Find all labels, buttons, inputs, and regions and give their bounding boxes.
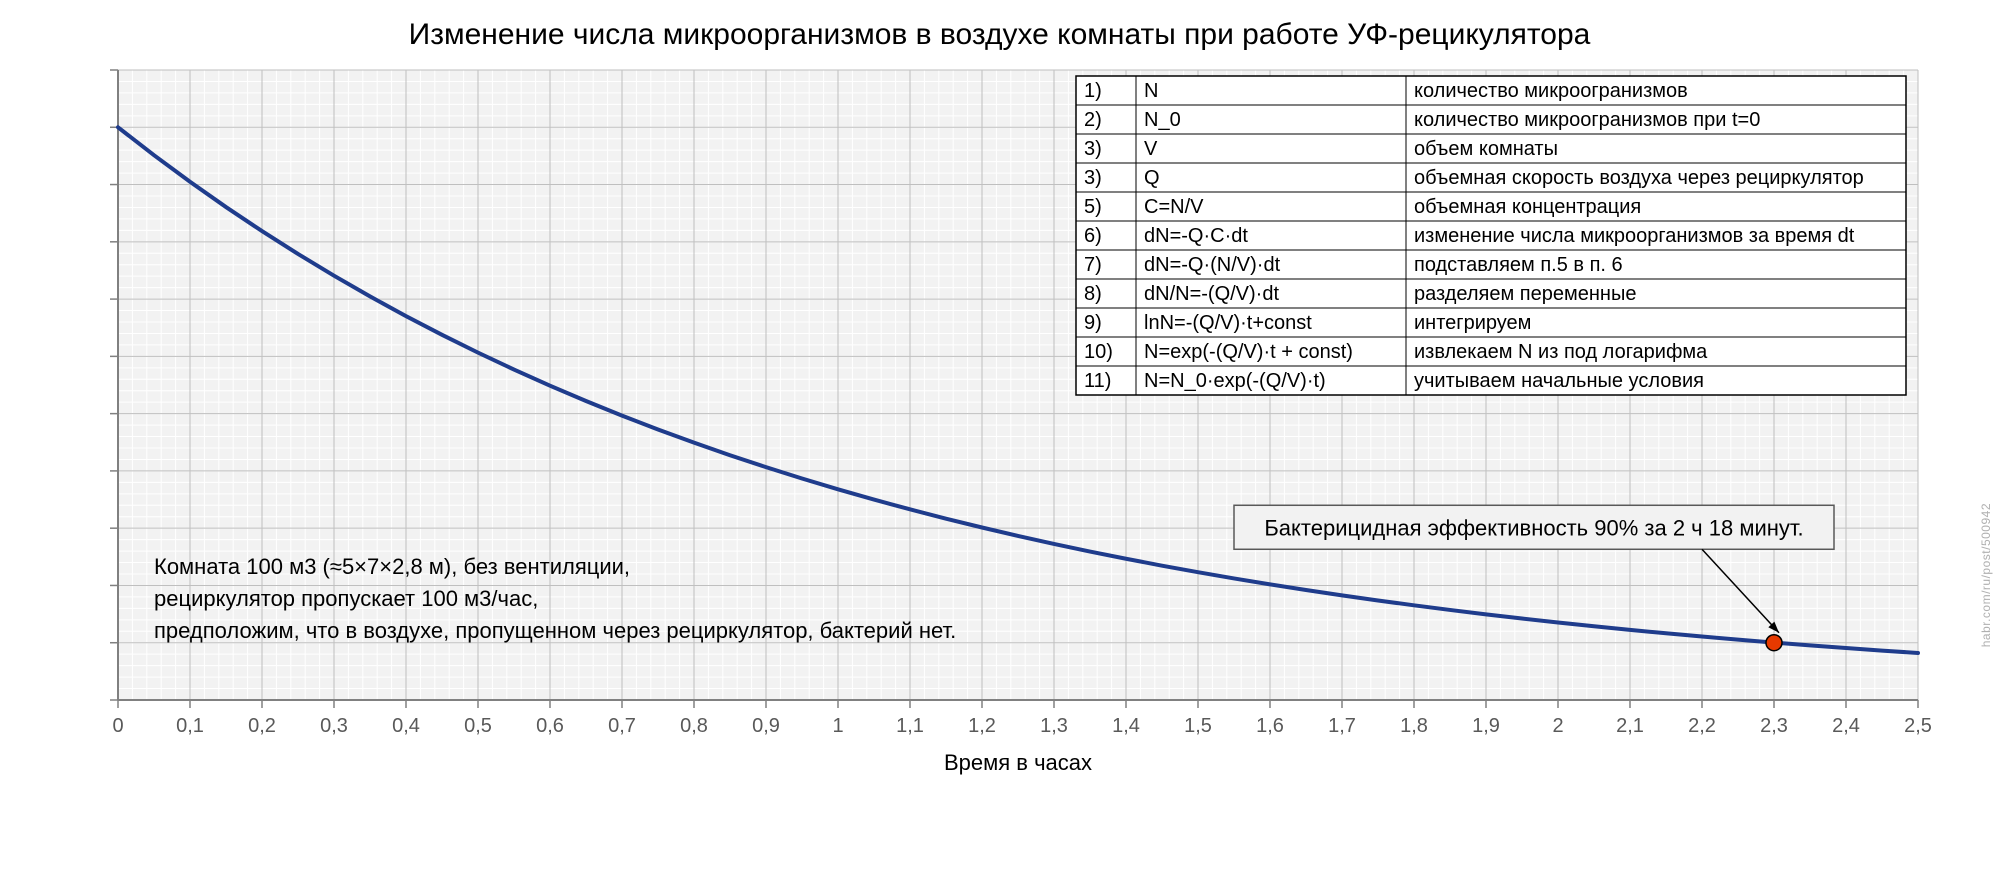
legend-cell: C=N/V bbox=[1144, 196, 1204, 218]
legend-cell: 8) bbox=[1084, 283, 1102, 305]
chart-svg: 0 0,1 0,2 0,3 0,4 0,5 0,6 0,7 0,8 0,9 1 1,1 1,2 1,3 1,… bbox=[108, 60, 1948, 780]
x-tick-label: 0,3 bbox=[320, 715, 348, 737]
legend-cell: N=exp(-(Q/V)·t + const) bbox=[1144, 341, 1353, 363]
marker-point bbox=[1766, 635, 1782, 651]
x-tick-label: 0,6 bbox=[536, 715, 564, 737]
source-watermark: habr.com/ru/post/500942 bbox=[1979, 503, 1993, 647]
x-tick-label: 0,7 bbox=[608, 715, 636, 737]
legend-cell: 3) bbox=[1084, 138, 1102, 160]
legend-cell: N_0 bbox=[1144, 109, 1181, 131]
legend-cell: N=N_0·exp(-(Q/V)·t) bbox=[1144, 370, 1326, 392]
legend-cell: Q bbox=[1144, 167, 1160, 189]
x-tick-label: 1,6 bbox=[1256, 715, 1284, 737]
x-tick-label: 0,8 bbox=[680, 715, 708, 737]
description-line: предположим, что в воздухе, пропущенном … bbox=[154, 618, 956, 643]
x-tick-label: 1,5 bbox=[1184, 715, 1212, 737]
legend-cell: учитываем начальные условия bbox=[1414, 370, 1704, 392]
chart-title: Изменение числа микроорганизмов в воздух… bbox=[0, 18, 1999, 52]
x-tick-label: 2,5 bbox=[1904, 715, 1932, 737]
description-line: Комната 100 м3 (≈5×7×2,8 м), без вентиля… bbox=[154, 554, 630, 579]
legend-cell: объем комнаты bbox=[1414, 138, 1558, 160]
legend-cell: 9) bbox=[1084, 312, 1102, 334]
x-tick-label: 1,2 bbox=[968, 715, 996, 737]
legend-cell: извлекаем N из под логарифма bbox=[1414, 341, 1708, 363]
x-tick-label: 2,4 bbox=[1832, 715, 1860, 737]
legend-cell: lnN=-(Q/V)·t+const bbox=[1144, 312, 1312, 334]
chart-area: 0 0,1 0,2 0,3 0,4 0,5 0,6 0,7 0,8 0,9 1 1,1 1,2 1,3 1,… bbox=[108, 60, 1948, 780]
legend-cell: количество микроогранизмов bbox=[1414, 80, 1688, 102]
legend-cell: dN/N=-(Q/V)·dt bbox=[1144, 283, 1279, 305]
x-tick-label: 0,1 bbox=[176, 715, 204, 737]
legend-cell: 7) bbox=[1084, 254, 1102, 276]
x-tick-label: 1,7 bbox=[1328, 715, 1356, 737]
legend-cell: разделяем переменные bbox=[1414, 283, 1636, 305]
x-tick-label: 0,9 bbox=[752, 715, 780, 737]
legend-cell: V bbox=[1144, 138, 1158, 160]
legend-cell: 5) bbox=[1084, 196, 1102, 218]
legend-cell: 3) bbox=[1084, 167, 1102, 189]
legend-cell: объемная концентрация bbox=[1414, 196, 1641, 218]
x-tick-label: 1,3 bbox=[1040, 715, 1068, 737]
legend-cell: 11) bbox=[1084, 370, 1111, 392]
legend-cell: 2) bbox=[1084, 109, 1102, 131]
description-line: рециркулятор пропускает 100 м3/час, bbox=[154, 586, 538, 611]
x-tick-label: 2,1 bbox=[1616, 715, 1644, 737]
legend-cell: N bbox=[1144, 80, 1158, 102]
legend-cell: dN=-Q·(N/V)·dt bbox=[1144, 254, 1281, 276]
x-tick-label: 1,4 bbox=[1112, 715, 1140, 737]
x-tick-label: 0 bbox=[112, 715, 123, 737]
legend-cell: количество микроогранизмов при t=0 bbox=[1414, 109, 1760, 131]
x-tick-label: 2,2 bbox=[1688, 715, 1716, 737]
x-tick-label: 1,1 bbox=[896, 715, 924, 737]
legend-cell: dN=-Q·C·dt bbox=[1144, 225, 1248, 247]
x-tick-label: 1 bbox=[832, 715, 843, 737]
legend-cell: объемная скорость воздуха через рециркул… bbox=[1414, 167, 1864, 189]
legend-cell: 10) bbox=[1084, 341, 1113, 363]
x-tick-label: 2 bbox=[1552, 715, 1563, 737]
legend-cell: 1) bbox=[1084, 80, 1102, 102]
legend-cell: интегрируем bbox=[1414, 312, 1531, 334]
x-tick-label: 1,8 bbox=[1400, 715, 1428, 737]
x-tick-label: 0,4 bbox=[392, 715, 420, 737]
legend-cell: 6) bbox=[1084, 225, 1102, 247]
x-tick-label: 1,9 bbox=[1472, 715, 1500, 737]
x-tick-label: 0,2 bbox=[248, 715, 276, 737]
x-tick-label: 2,3 bbox=[1760, 715, 1788, 737]
callout-text: Бактерицидная эффективность 90% за 2 ч 1… bbox=[1264, 515, 1803, 540]
legend-cell: изменение числа микроорганизмов за время… bbox=[1414, 225, 1855, 247]
legend-cell: подставляем п.5 в п. 6 bbox=[1414, 254, 1623, 276]
x-tick-label: 0,5 bbox=[464, 715, 492, 737]
x-axis-label: Время в часах bbox=[944, 750, 1092, 775]
